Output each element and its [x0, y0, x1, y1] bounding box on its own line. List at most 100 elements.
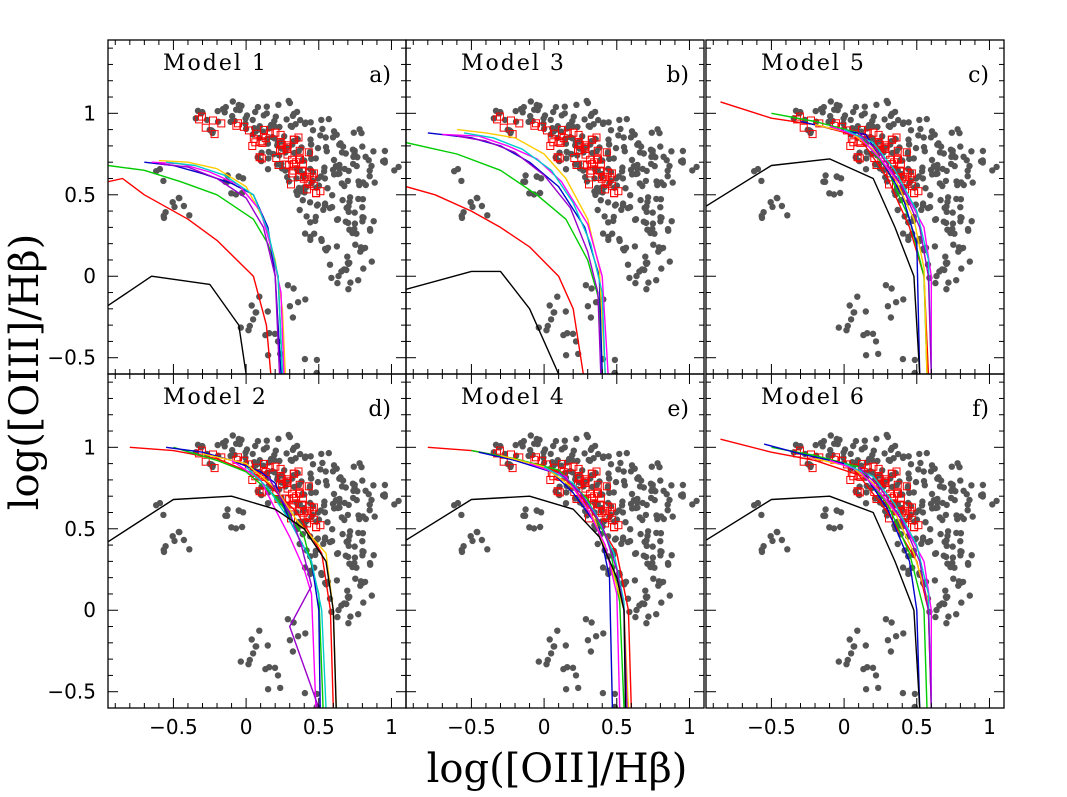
model-point: [271, 462, 280, 471]
observed-point: [474, 528, 481, 536]
observed-point: [943, 286, 950, 293]
observed-point: [926, 203, 934, 211]
observed-point: [224, 506, 231, 513]
model-point: [595, 166, 604, 175]
observed-point: [632, 613, 639, 621]
model-point: [546, 142, 555, 150]
observed-point: [943, 620, 950, 627]
observed-point: [320, 168, 328, 175]
model-point: [304, 482, 313, 491]
observed-point: [484, 212, 491, 219]
observed-point: [330, 490, 338, 498]
observed-point: [289, 112, 297, 120]
observed-point: [345, 537, 352, 544]
observed-point: [307, 470, 314, 477]
observed-point: [643, 208, 650, 215]
panel-frame: [705, 373, 1005, 709]
observed-point: [591, 442, 599, 450]
observed-point: [767, 199, 774, 206]
observed-point: [235, 173, 242, 180]
model-point: [305, 502, 314, 511]
observed-point: [928, 490, 936, 498]
observed-point: [329, 468, 337, 475]
observed-point: [899, 355, 907, 363]
observed-point: [634, 499, 641, 506]
observed-point: [588, 285, 595, 292]
model-curve-2: [478, 451, 614, 708]
observed-point: [317, 132, 324, 139]
observed-point: [637, 196, 644, 204]
observed-point: [649, 484, 656, 491]
observed-point: [252, 442, 259, 450]
observed-point: [989, 501, 996, 508]
observed-point: [607, 127, 615, 134]
observed-point: [653, 611, 660, 618]
observed-point: [284, 282, 292, 289]
observed-point: [590, 455, 597, 462]
observed-point: [969, 513, 976, 520]
observed-point: [325, 115, 332, 123]
observed-point: [846, 636, 853, 643]
model-point: [603, 168, 612, 177]
model-point: [297, 500, 306, 509]
observed-point: [527, 98, 534, 105]
observed-point: [869, 664, 877, 671]
observed-point: [329, 134, 337, 141]
observed-point: [328, 274, 335, 282]
model-point: [298, 494, 307, 503]
observed-point: [264, 686, 272, 693]
observed-point: [552, 437, 560, 445]
observed-point: [360, 265, 367, 272]
observed-point: [846, 302, 853, 309]
model-point: [603, 502, 612, 511]
observed-point: [323, 482, 330, 489]
observed-point: [631, 243, 639, 250]
observed-point: [582, 616, 590, 623]
observed-point: [932, 613, 939, 621]
model-point: [596, 160, 605, 169]
observed-point: [689, 167, 696, 174]
observed-point: [847, 650, 855, 657]
observed-point: [836, 523, 844, 531]
observed-point: [587, 112, 595, 120]
observed-point: [551, 309, 558, 316]
panel-d: Model 2 d): [107, 373, 407, 709]
observed-point: [620, 134, 627, 141]
model-point: [507, 116, 515, 125]
observed-point: [939, 516, 946, 524]
observed-point: [458, 212, 465, 220]
observed-point: [644, 259, 651, 266]
model-point: [255, 153, 264, 162]
observed-point: [944, 593, 951, 600]
observed-point: [847, 450, 854, 458]
observed-point: [966, 592, 973, 599]
observed-point: [825, 118, 832, 126]
observed-point: [227, 118, 234, 126]
observed-point: [657, 538, 664, 545]
observed-point: [899, 230, 907, 237]
observed-point: [160, 177, 167, 185]
observed-point: [360, 548, 367, 555]
observed-point: [650, 241, 657, 248]
observed-point: [581, 450, 588, 457]
x-tick-label: −0.5: [149, 715, 198, 739]
observed-point: [966, 496, 973, 504]
observed-point: [964, 173, 971, 180]
observed-point: [309, 461, 317, 468]
observed-point: [643, 167, 650, 175]
observed-point: [351, 554, 359, 561]
model-curve-5: [166, 161, 284, 374]
observed-point: [536, 189, 544, 197]
observed-point: [666, 162, 673, 170]
observed-point: [820, 437, 827, 445]
observed-point: [887, 314, 895, 321]
observed-point: [615, 466, 622, 473]
model-point: [895, 166, 904, 175]
observed-point: [547, 116, 554, 124]
observed-point: [345, 203, 352, 210]
model-point: [257, 488, 266, 497]
model-point: [197, 446, 206, 455]
model-point: [265, 463, 274, 472]
model-point: [217, 119, 226, 128]
observed-point: [979, 481, 987, 489]
